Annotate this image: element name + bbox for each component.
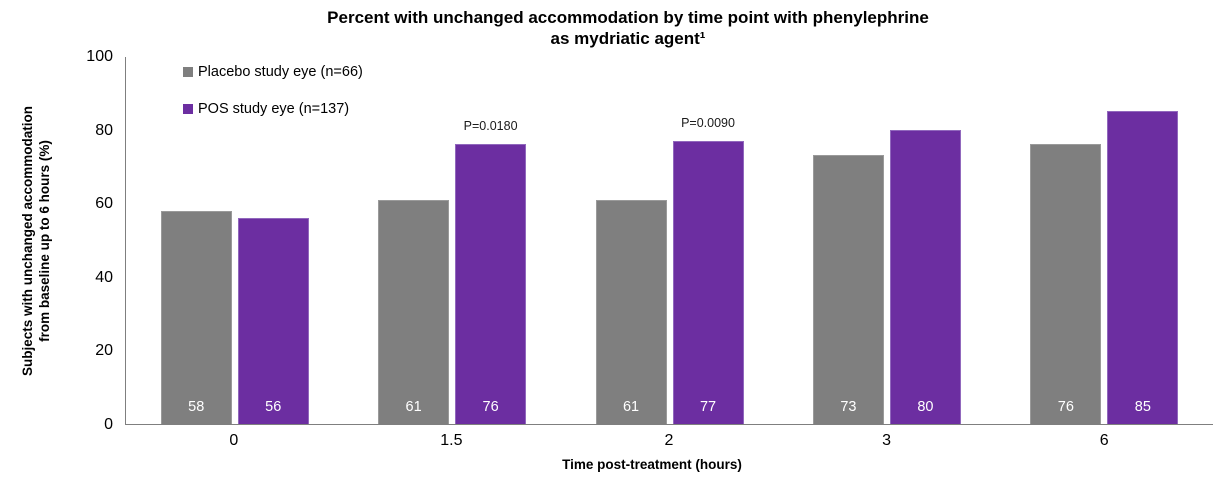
- y-axis-label-line1: Subjects with unchanged accommodation: [20, 105, 35, 377]
- legend-marker-square-icon: [183, 67, 193, 77]
- x-tick-label: 6: [1099, 432, 1109, 449]
- x-axis-ticks: 0 1.5 2 3 6: [125, 432, 1213, 450]
- y-tick-label: 40: [95, 268, 113, 286]
- bar-value-label: 56: [265, 399, 282, 415]
- bar-value-label: 58: [188, 399, 205, 415]
- bar-group-6h: 76 85: [996, 57, 1213, 424]
- bar-value-label: 61: [622, 399, 640, 415]
- pos-bar-6h: 85: [1107, 111, 1179, 424]
- bar-value-label: 76: [1057, 399, 1074, 415]
- x-tick-label: 2: [664, 432, 674, 449]
- bar-group-1.5h: 61 76 P=0.0180: [343, 57, 560, 424]
- bar-value-label: 80: [917, 399, 934, 415]
- placebo-bar-1.5h: 61: [378, 199, 450, 424]
- pos-bar-1.5h: 76 P=0.0180: [455, 119, 527, 424]
- x-tick-label: 1.5: [440, 432, 463, 449]
- bar-value-label: 76: [482, 399, 499, 415]
- legend-marker-square-icon: [183, 104, 193, 114]
- bar-group-0h: 58 56: [126, 57, 343, 424]
- bar-value-label: 73: [840, 399, 857, 415]
- legend-label: Placebo study eye (n=66): [198, 64, 363, 80]
- placebo-bar-6h: 76: [1030, 144, 1102, 424]
- pos-bar-0h: 56: [237, 217, 309, 424]
- y-tick-label: 80: [95, 121, 113, 139]
- plot-area: 58 56 61 76 P=0.0180 61 77 P=0.0090 73 80 76 85: [125, 57, 1213, 425]
- legend: Placebo study eye (n=66) POS study eye (n…: [183, 63, 363, 137]
- chart-title-line2: as mydriatic agent¹: [550, 29, 706, 48]
- bar-group-3h: 73 80: [778, 57, 995, 424]
- bar-value-label: 61: [405, 399, 422, 415]
- y-tick-label: 100: [86, 48, 113, 65]
- x-tick-label: 3: [882, 432, 892, 449]
- p-value-annotation: P=0.0090: [681, 115, 735, 130]
- legend-item-pos: POS study eye (n=137): [183, 100, 363, 118]
- bar-value-label: 85: [1134, 399, 1151, 415]
- y-axis-label: Subjects with unchanged accommodation fr…: [19, 31, 53, 451]
- x-axis-label: Time post-treatment (hours): [562, 457, 742, 472]
- y-tick-label: 20: [95, 342, 113, 360]
- pos-bar-2h: 77 P=0.0090: [672, 116, 744, 424]
- chart-title: Percent with unchanged accommodation by …: [24, 7, 1232, 49]
- pos-bar-3h: 80: [889, 129, 961, 424]
- legend-item-placebo: Placebo study eye (n=66): [183, 63, 363, 81]
- x-tick-label: 0: [229, 432, 239, 449]
- chart-title-line1: Percent with unchanged accommodation by …: [327, 8, 929, 27]
- y-tick-label: 0: [104, 416, 113, 433]
- placebo-bar-2h: 61: [595, 199, 667, 424]
- bar-group-2h: 61 77 P=0.0090: [561, 57, 778, 424]
- p-value-annotation: P=0.0180: [463, 119, 518, 134]
- legend-label: POS study eye (n=137): [198, 101, 350, 117]
- y-tick-label: 60: [95, 195, 113, 213]
- y-axis-label-line2: from baseline up to 6 hours (%): [37, 140, 52, 342]
- placebo-bar-0h: 58: [160, 210, 232, 424]
- bar-value-label: 77: [699, 399, 717, 415]
- placebo-bar-3h: 73: [812, 155, 884, 424]
